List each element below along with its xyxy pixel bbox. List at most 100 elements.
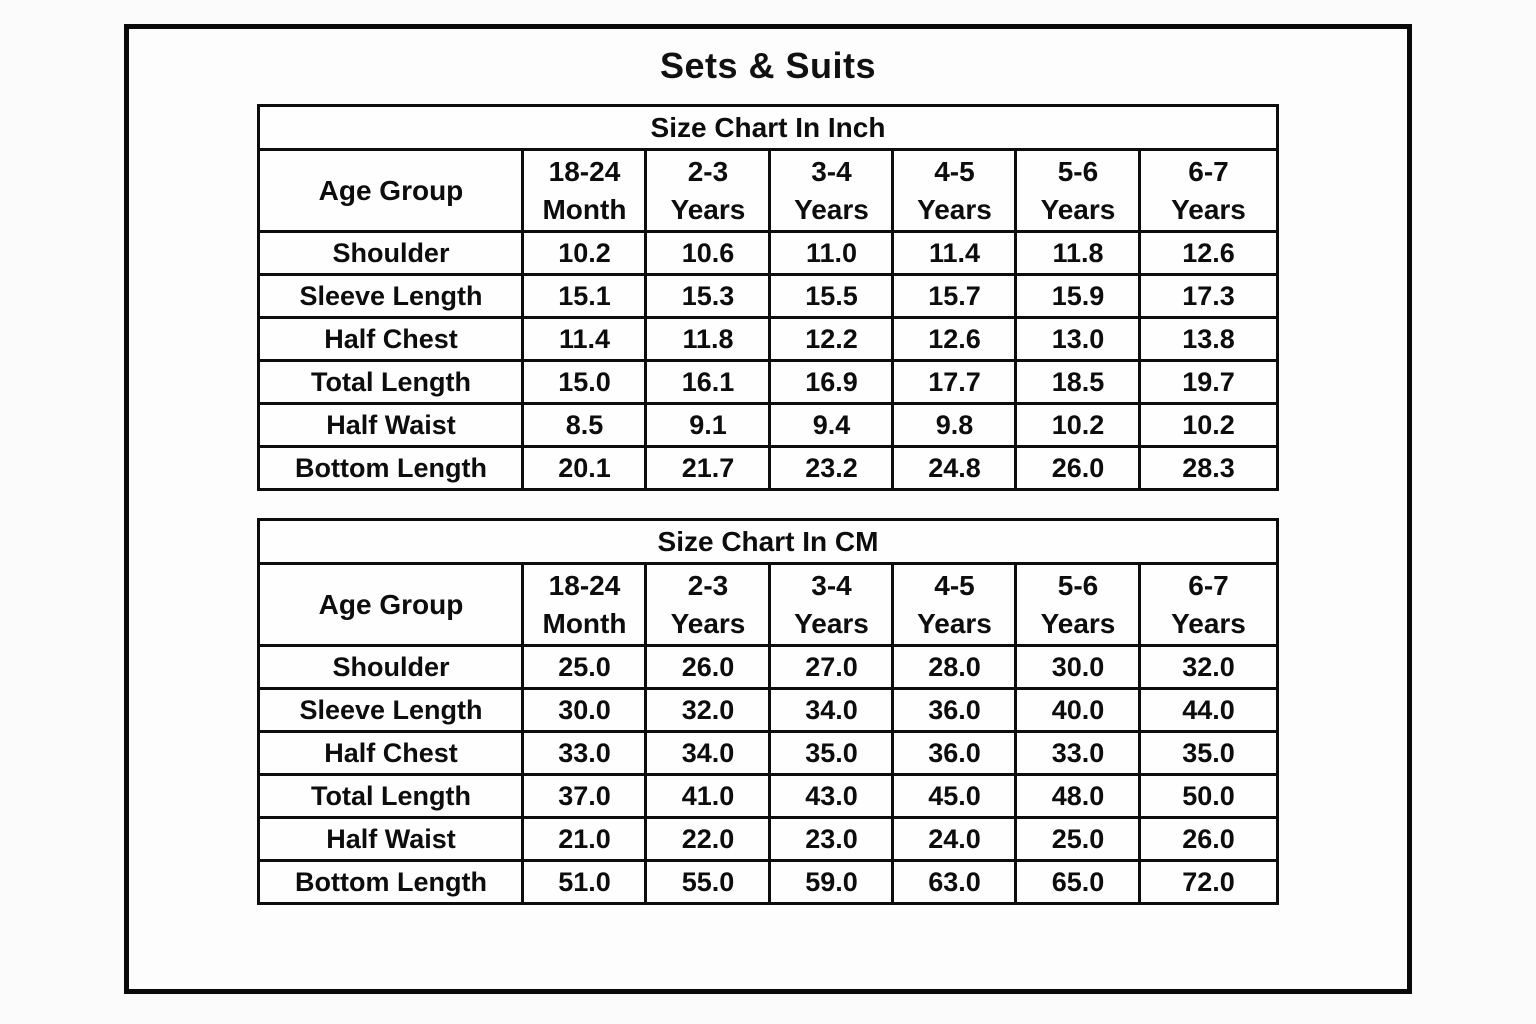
age-column-header-line: 5-6	[1057, 155, 1099, 187]
age-column-header-line: 4-5	[934, 155, 975, 187]
measurement-value: 48.0	[1014, 773, 1142, 819]
age-column-header-line: 6-7	[1188, 569, 1229, 601]
measurement-value: 11.0	[768, 230, 895, 276]
measurement-value: 10.2	[1138, 402, 1279, 448]
measurement-value: 55.0	[644, 859, 772, 905]
table-title: Size Chart In CM	[257, 518, 1279, 565]
measurement-value: 12.6	[891, 316, 1018, 362]
measurement-value: 17.3	[1138, 273, 1279, 319]
age-column-header-line: Years	[670, 607, 746, 639]
measurement-value: 27.0	[768, 644, 895, 690]
age-column-header-line: 5-6	[1057, 569, 1099, 601]
table-header-row: Age Group 18-24 Month 2-3 Years 3-4 Years 4-5 Ye…	[257, 148, 1279, 233]
age-column-header-line: Month	[542, 193, 627, 225]
age-column-header: 3-4 Years	[768, 148, 895, 233]
measurement-label: Half Chest	[257, 316, 525, 362]
measurement-value: 33.0	[1014, 730, 1142, 776]
measurement-label: Sleeve Length	[257, 687, 525, 733]
measurement-row: Half Waist 21.0 22.0 23.0 24.0 25.0 26.0	[257, 816, 1279, 862]
measurement-value: 15.5	[768, 273, 895, 319]
age-column-header-line: 2-3	[687, 569, 729, 601]
measurement-value: 11.8	[1014, 230, 1142, 276]
measurement-value: 32.0	[644, 687, 772, 733]
age-column-header: 18-24 Month	[521, 562, 648, 647]
measurement-value: 15.1	[521, 273, 648, 319]
measurement-value: 63.0	[891, 859, 1018, 905]
age-column-header-line: Years	[1171, 607, 1246, 639]
measurement-row: Half Chest 33.0 34.0 35.0 36.0 33.0 35.0	[257, 730, 1279, 776]
size-tables-container: Size Chart In Inch Age Group 18-24 Month 2-3…	[129, 104, 1407, 905]
age-column-header-line: 3-4	[811, 569, 852, 601]
age-column-header-line: Years	[917, 193, 992, 225]
measurement-value: 28.3	[1138, 445, 1279, 491]
measurement-value: 44.0	[1138, 687, 1279, 733]
age-column-header: 3-4 Years	[768, 562, 895, 647]
age-column-header: 6-7 Years	[1138, 562, 1279, 647]
age-group-header: Age Group	[257, 148, 525, 233]
measurement-value: 15.0	[521, 359, 648, 405]
table-title-row: Size Chart In CM	[257, 518, 1279, 565]
measurement-label: Sleeve Length	[257, 273, 525, 319]
measurement-label: Half Chest	[257, 730, 525, 776]
measurement-value: 37.0	[521, 773, 648, 819]
age-column-header-line: 18-24	[548, 569, 621, 601]
measurement-label: Shoulder	[257, 644, 525, 690]
age-column-header-line: Years	[917, 607, 992, 639]
measurement-value: 59.0	[768, 859, 895, 905]
measurement-value: 23.0	[768, 816, 895, 862]
measurement-value: 72.0	[1138, 859, 1279, 905]
measurement-value: 32.0	[1138, 644, 1279, 690]
measurement-value: 12.6	[1138, 230, 1279, 276]
measurement-value: 9.4	[768, 402, 895, 448]
age-column-header: 4-5 Years	[891, 148, 1018, 233]
measurement-value: 11.8	[644, 316, 772, 362]
measurement-value: 33.0	[521, 730, 648, 776]
age-column-header-line: Years	[670, 193, 746, 225]
measurement-value: 45.0	[891, 773, 1018, 819]
measurement-value: 20.1	[521, 445, 648, 491]
measurement-value: 23.2	[768, 445, 895, 491]
measurement-value: 11.4	[891, 230, 1018, 276]
measurement-row: Sleeve Length 15.1 15.3 15.5 15.7 15.9 17.3	[257, 273, 1279, 319]
measurement-label: Shoulder	[257, 230, 525, 276]
age-column-header-line: 3-4	[811, 155, 852, 187]
outer-frame: Sets & Suits Size Chart In Inch Age Group…	[124, 24, 1412, 994]
age-group-header: Age Group	[257, 562, 525, 647]
measurement-label: Total Length	[257, 773, 525, 819]
measurement-value: 21.0	[521, 816, 648, 862]
measurement-value: 9.8	[891, 402, 1018, 448]
age-column-header: 2-3 Years	[644, 148, 772, 233]
measurement-value: 9.1	[644, 402, 772, 448]
measurement-value: 25.0	[1014, 816, 1142, 862]
measurement-row: Sleeve Length 30.0 32.0 34.0 36.0 40.0 44.0	[257, 687, 1279, 733]
age-column-header: 2-3 Years	[644, 562, 772, 647]
measurement-value: 26.0	[644, 644, 772, 690]
measurement-value: 26.0	[1138, 816, 1279, 862]
measurement-value: 21.7	[644, 445, 772, 491]
age-column-header-line: Month	[542, 607, 627, 639]
size-chart-inch-table: Size Chart In Inch Age Group 18-24 Month 2-3…	[257, 104, 1279, 491]
measurement-value: 36.0	[891, 730, 1018, 776]
table-title: Size Chart In Inch	[257, 104, 1279, 151]
measurement-value: 10.2	[521, 230, 648, 276]
measurement-value: 43.0	[768, 773, 895, 819]
measurement-row: Shoulder 25.0 26.0 27.0 28.0 30.0 32.0	[257, 644, 1279, 690]
age-column-header: 18-24 Month	[521, 148, 648, 233]
age-column-header-line: 6-7	[1188, 155, 1229, 187]
measurement-value: 22.0	[644, 816, 772, 862]
measurement-row: Shoulder 10.2 10.6 11.0 11.4 11.8 12.6	[257, 230, 1279, 276]
measurement-value: 15.3	[644, 273, 772, 319]
measurement-value: 15.7	[891, 273, 1018, 319]
measurement-value: 34.0	[644, 730, 772, 776]
measurement-value: 35.0	[768, 730, 895, 776]
measurement-value: 12.2	[768, 316, 895, 362]
table-header-row: Age Group 18-24 Month 2-3 Years 3-4 Years 4-5 Ye…	[257, 562, 1279, 647]
measurement-value: 41.0	[644, 773, 772, 819]
measurement-row: Half Waist 8.5 9.1 9.4 9.8 10.2 10.2	[257, 402, 1279, 448]
measurement-value: 26.0	[1014, 445, 1142, 491]
age-column-header-line: 2-3	[687, 155, 729, 187]
age-column-header-line: Years	[794, 607, 869, 639]
age-column-header: 5-6 Years	[1014, 562, 1142, 647]
age-column-header: 5-6 Years	[1014, 148, 1142, 233]
measurement-value: 13.8	[1138, 316, 1279, 362]
